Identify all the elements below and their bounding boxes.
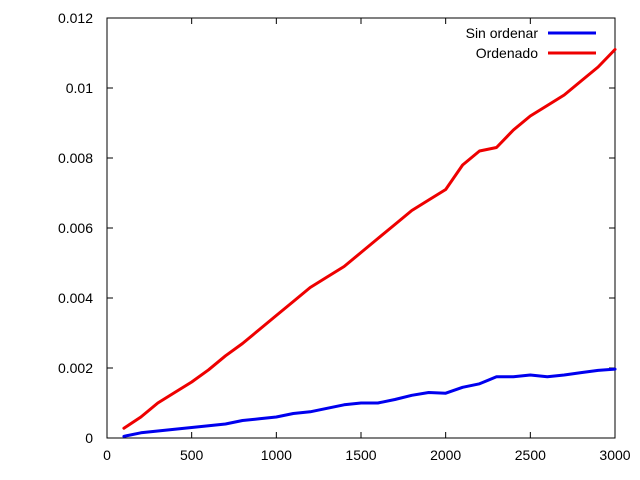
x-tick-label: 2000 — [430, 447, 461, 463]
y-tick-label: 0.01 — [66, 80, 93, 96]
legend-label-1: Sin ordenar — [466, 25, 539, 41]
x-tick-label: 3000 — [599, 447, 630, 463]
x-tick-label: 1000 — [261, 447, 292, 463]
x-tick-label: 500 — [180, 447, 204, 463]
legend: Sin ordenar Ordenado — [466, 25, 596, 61]
y-tick-label: 0 — [85, 430, 93, 446]
y-tick-label: 0.002 — [58, 360, 93, 376]
y-tick-label: 0.004 — [58, 290, 93, 306]
x-tick-label: 0 — [103, 447, 111, 463]
series-lines — [122, 48, 617, 438]
y-tick-label: 0.008 — [58, 150, 93, 166]
series-line-1 — [122, 367, 617, 438]
x-tick-label: 2500 — [515, 447, 546, 463]
y-tick-label: 0.012 — [58, 10, 93, 26]
y-tick-label: 0.006 — [58, 220, 93, 236]
x-tick-label: 1500 — [345, 447, 376, 463]
axis-ticks: 0 500 1000 1500 2000 2500 3000 0 0.002 0.004 0.006… — [58, 10, 631, 463]
legend-label-2: Ordenado — [476, 45, 538, 61]
series-line-2 — [122, 48, 617, 430]
